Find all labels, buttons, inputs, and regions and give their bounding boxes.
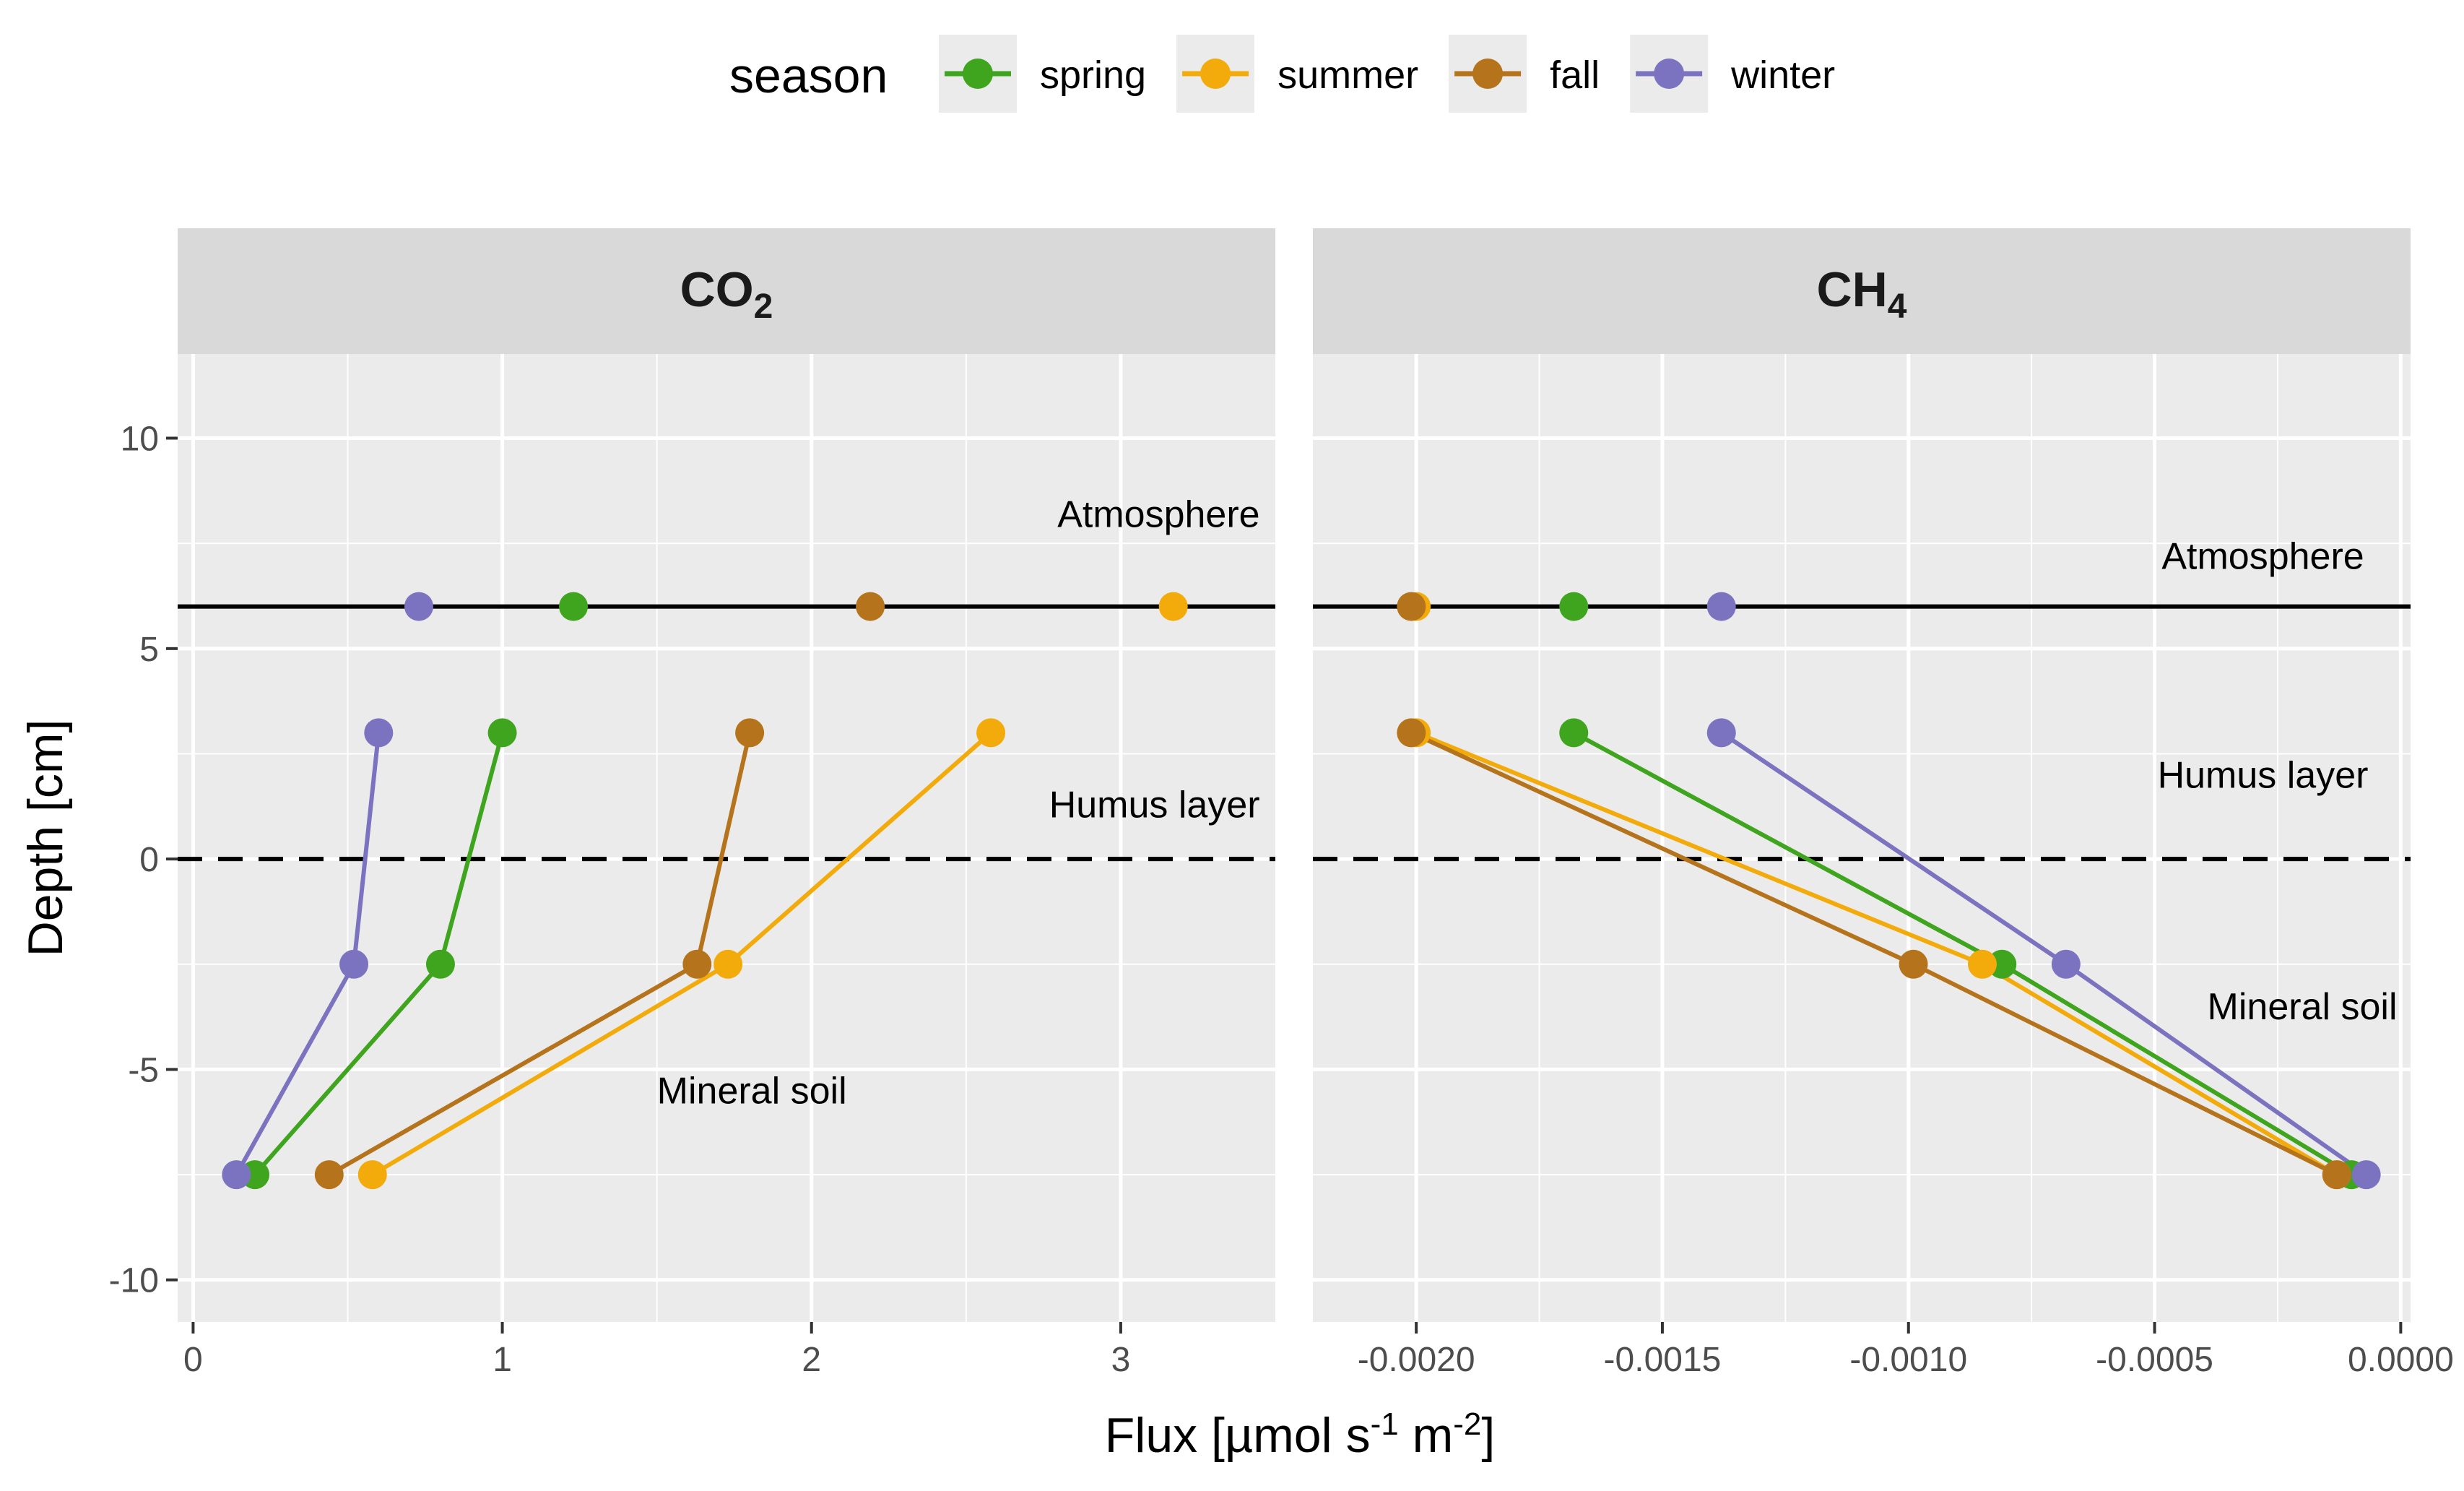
panel-ch4-annotation-atmosphere: Atmosphere xyxy=(2161,536,2364,578)
panel-co2-atmosphere-point-summer xyxy=(1158,592,1188,621)
legend-label-spring: spring xyxy=(1040,53,1146,97)
panel-ch4-atmosphere-point-winter xyxy=(1706,592,1736,621)
panel-co2-point-summer xyxy=(976,718,1006,748)
panel-co2-x-tick-label: 2 xyxy=(802,1341,821,1379)
x-axis-title-end: ] xyxy=(1481,1408,1495,1463)
panel-ch4-point-fall xyxy=(1899,949,1928,979)
panel-ch4-point-winter xyxy=(2051,949,2081,979)
panel-co2-atmosphere-point-winter xyxy=(404,592,433,621)
legend-label-fall: fall xyxy=(1550,53,1600,97)
legend-label-winter: winter xyxy=(1730,53,1835,97)
legend-label-summer: summer xyxy=(1277,53,1418,97)
panel-co2-atmosphere-point-fall xyxy=(856,592,885,621)
panel-ch4-point-spring xyxy=(1559,718,1589,748)
panel-co2-x-tick-label: 1 xyxy=(493,1341,512,1379)
panel-ch4-background xyxy=(1313,354,2411,1322)
legend-title: season xyxy=(729,48,888,103)
x-axis-title-mid: m xyxy=(1399,1408,1454,1463)
panel-co2-point-fall xyxy=(735,718,765,748)
panel-co2-point-summer xyxy=(713,949,743,979)
panel-ch4-x-tick-label: -0.0020 xyxy=(1358,1341,1475,1379)
x-axis-title: Flux [µmol s-1 m-2] xyxy=(1105,1406,1496,1464)
legend-item-winter: winter xyxy=(1630,35,1835,113)
panel-co2-grid xyxy=(178,354,1275,1322)
panel-co2-strip-sub: 2 xyxy=(754,288,773,326)
y-tick-label: -5 xyxy=(128,1051,159,1089)
panel-co2-point-spring xyxy=(425,949,455,979)
panel-co2-strip-label: CO2 xyxy=(680,262,773,326)
panel-ch4-point-summer xyxy=(1967,949,1997,979)
panel-ch4-x-axis: -0.0020 -0.0015 -0.0010 -0.0005 0.0000 xyxy=(1358,1322,2454,1379)
legend: season spring summer fall winter xyxy=(729,35,1835,113)
panel-ch4-strip-main: CH xyxy=(1817,262,1888,317)
y-tick-label: 5 xyxy=(139,631,159,669)
y-tick-label: 10 xyxy=(121,420,159,459)
panel-co2-point-winter xyxy=(339,949,369,979)
panel-co2-x-axis: 0 1 2 3 xyxy=(183,1322,1130,1379)
x-axis-title-main: Flux [µmol s xyxy=(1105,1408,1371,1463)
legend-dot-fall xyxy=(1472,59,1504,89)
x-axis-title-sup1: -1 xyxy=(1371,1406,1399,1442)
panel-ch4-point-fall xyxy=(1397,718,1426,748)
panel-co2-annotation-humus-layer: Humus layer xyxy=(1049,784,1260,826)
panel-co2-strip-main: CO xyxy=(680,262,754,317)
panel-ch4-annotation-humus-layer: Humus layer xyxy=(2158,755,2369,797)
legend-dot-summer xyxy=(1200,59,1231,89)
y-axis: 10 5 0 -5 -10 xyxy=(109,420,178,1300)
panel-co2-point-summer xyxy=(357,1160,387,1190)
panel-ch4-x-tick-label: -0.0005 xyxy=(2096,1341,2213,1379)
panel-ch4-strip-label: CH4 xyxy=(1817,262,1907,326)
y-tick-label: -10 xyxy=(109,1262,159,1300)
panel-co2-atmosphere-point-spring xyxy=(559,592,589,621)
panel-co2-annotation-mineral-soil: Mineral soil xyxy=(657,1071,847,1112)
legend-item-fall: fall xyxy=(1449,35,1600,113)
panel-ch4: CH4 Atmosphere Humus layer Mineral soil -0.0… xyxy=(1313,228,2454,1379)
panel-ch4-strip-sub: 4 xyxy=(1888,288,1907,326)
panel-co2-point-fall xyxy=(682,949,712,979)
y-tick-label: 0 xyxy=(139,841,159,879)
panel-ch4-point-winter xyxy=(1706,718,1736,748)
x-axis-title-sup2: -2 xyxy=(1453,1406,1481,1442)
panel-co2-point-spring xyxy=(487,718,517,748)
panel-co2-point-fall xyxy=(314,1160,344,1190)
panel-ch4-atmosphere-point-fall xyxy=(1397,592,1426,621)
panel-ch4-strip xyxy=(1313,228,2411,354)
panel-co2-point-winter xyxy=(222,1160,251,1190)
panel-co2-x-tick-label: 3 xyxy=(1111,1341,1131,1379)
panel-co2-strip xyxy=(178,228,1275,354)
panel-ch4-x-tick-label: 0.0000 xyxy=(2348,1341,2454,1379)
legend-dot-winter xyxy=(1654,59,1685,89)
y-axis-title: Depth [cm] xyxy=(18,719,73,957)
panel-ch4-point-fall xyxy=(2322,1160,2351,1190)
panel-ch4-point-winter xyxy=(2351,1160,2381,1190)
panel-ch4-annotation-mineral-soil: Mineral soil xyxy=(2208,986,2398,1028)
panel-ch4-x-tick-label: -0.0010 xyxy=(1849,1341,1967,1379)
panel-ch4-atmosphere-point-spring xyxy=(1559,592,1589,621)
panel-ch4-x-tick-label: -0.0015 xyxy=(1604,1341,1722,1379)
legend-item-summer: summer xyxy=(1176,35,1418,113)
legend-dot-spring xyxy=(963,59,993,89)
panel-co2-x-tick-label: 0 xyxy=(183,1341,203,1379)
panel-co2-point-winter xyxy=(364,718,394,748)
legend-item-spring: spring xyxy=(939,35,1146,113)
panel-co2-annotation-atmosphere: Atmosphere xyxy=(1057,493,1259,535)
